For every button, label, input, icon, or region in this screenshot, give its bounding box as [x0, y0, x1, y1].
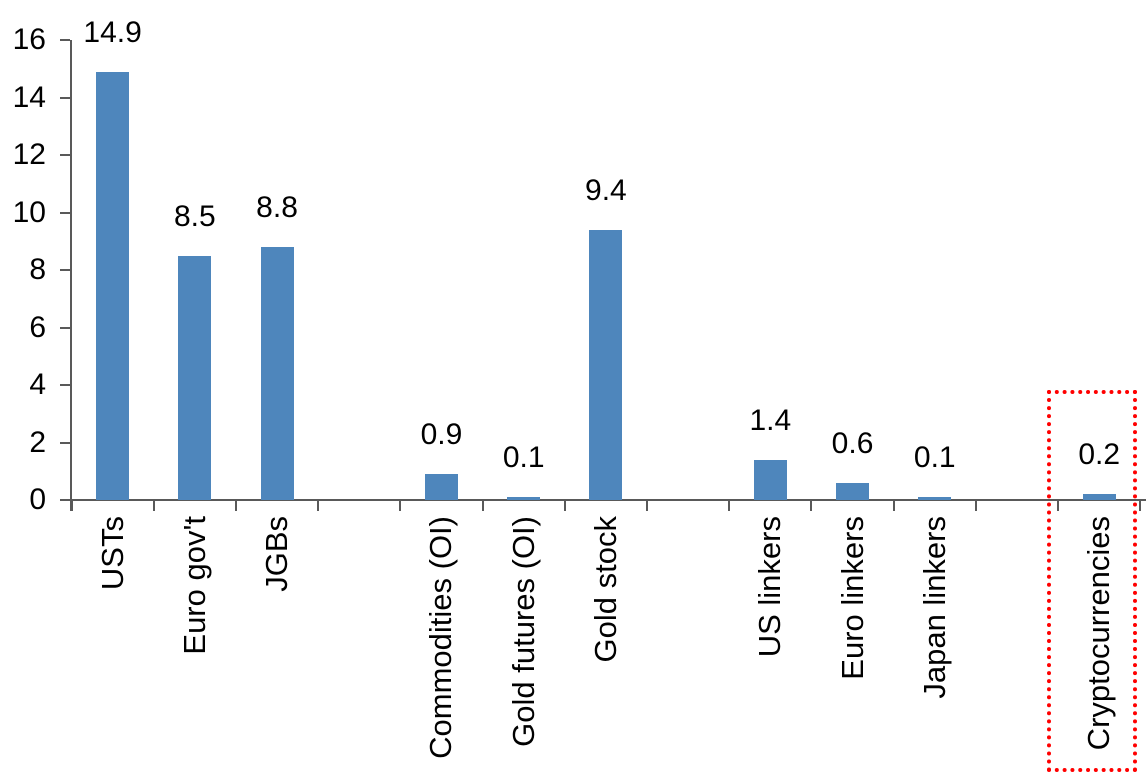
value-label: 0.6	[831, 426, 874, 460]
value-label: 8.8	[256, 191, 298, 224]
x-axis-tick	[1057, 500, 1060, 511]
bar	[96, 71, 130, 500]
x-axis-tick	[974, 500, 977, 511]
category-label: Euro linkers	[834, 516, 870, 680]
category-label: USTs	[94, 516, 130, 591]
value-label: 0.1	[502, 441, 545, 475]
x-axis-tick	[70, 500, 73, 511]
value-label: 0.9	[420, 418, 463, 452]
y-axis-tick	[60, 154, 70, 156]
y-axis-line	[70, 40, 72, 511]
value-label: 8.5	[173, 199, 216, 233]
category-label: JGBs	[259, 516, 295, 592]
bar	[1082, 494, 1116, 500]
y-axis-tick	[60, 96, 70, 99]
y-tick-label: 8	[29, 253, 46, 286]
y-axis-tick	[60, 39, 70, 41]
y-axis-tick	[60, 499, 70, 501]
x-axis-tick	[892, 500, 895, 511]
category-label: Gold stock	[587, 516, 623, 663]
x-axis-tick	[399, 500, 402, 511]
x-axis-tick	[1139, 500, 1142, 511]
y-tick-label: 4	[29, 368, 46, 401]
y-tick-label: 2	[29, 425, 46, 459]
x-axis-tick	[810, 500, 813, 511]
x-axis-line	[70, 499, 1146, 501]
y-tick-label: 6	[29, 310, 46, 344]
bar	[918, 497, 952, 500]
bar	[178, 255, 212, 500]
highlight-box	[1047, 390, 1138, 772]
category-label: Gold futures (OI)	[505, 516, 541, 747]
y-tick-label: 12	[12, 138, 46, 171]
category-label: US linkers	[752, 516, 788, 658]
y-axis-tick	[60, 269, 70, 271]
bar	[507, 497, 541, 500]
y-tick-label: 0	[29, 483, 46, 516]
y-axis-tick	[60, 211, 70, 214]
x-axis-tick	[563, 500, 566, 511]
y-axis-tick	[60, 441, 70, 444]
x-axis-tick	[481, 500, 484, 511]
bar	[424, 474, 458, 500]
value-label: 9.4	[585, 173, 627, 207]
category-label: Commodities (OI)	[423, 516, 459, 759]
category-label: Japan linkers	[916, 516, 952, 699]
value-label: 0.1	[913, 441, 956, 475]
value-label: 1.4	[749, 403, 792, 437]
bar	[260, 247, 294, 500]
y-tick-label: 14	[12, 80, 46, 114]
x-axis-tick	[234, 500, 237, 511]
value-label: 0.2	[1078, 438, 1121, 472]
bar	[836, 482, 870, 500]
y-tick-label: 16	[12, 23, 46, 56]
x-axis-tick	[152, 500, 155, 511]
x-axis-tick	[317, 500, 320, 511]
y-axis-tick	[60, 384, 70, 386]
x-axis-tick	[728, 500, 731, 511]
y-axis-tick	[60, 326, 70, 329]
bar	[753, 459, 787, 500]
category-label: Euro gov't	[176, 516, 212, 655]
value-label: 14.9	[83, 15, 142, 49]
bar	[589, 229, 623, 500]
x-axis-tick	[646, 500, 648, 511]
y-tick-label: 10	[12, 195, 46, 229]
